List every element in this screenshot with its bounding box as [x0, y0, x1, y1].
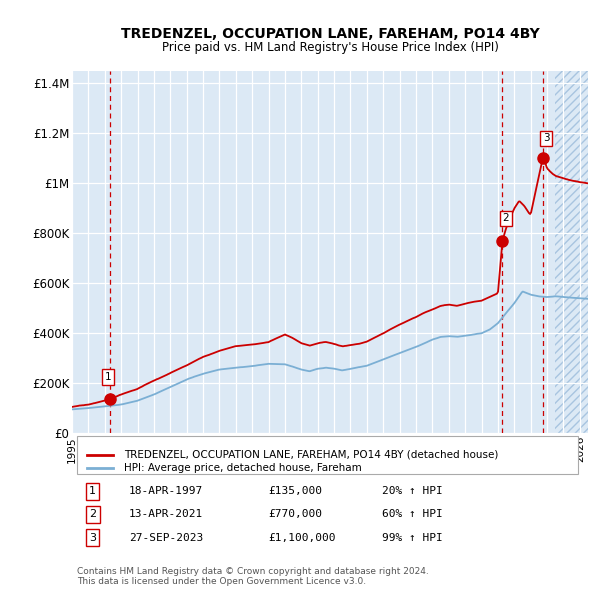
Text: 3: 3 [89, 533, 96, 543]
Text: Contains HM Land Registry data © Crown copyright and database right 2024.
This d: Contains HM Land Registry data © Crown c… [77, 566, 429, 586]
Text: TREDENZEL, OCCUPATION LANE, FAREHAM, PO14 4BY: TREDENZEL, OCCUPATION LANE, FAREHAM, PO1… [121, 27, 539, 41]
Text: 13-APR-2021: 13-APR-2021 [129, 509, 203, 519]
Text: £135,000: £135,000 [268, 486, 322, 496]
Text: £770,000: £770,000 [268, 509, 322, 519]
Text: 2: 2 [89, 509, 96, 519]
Text: TREDENZEL, OCCUPATION LANE, FAREHAM, PO14 4BY (detached house): TREDENZEL, OCCUPATION LANE, FAREHAM, PO1… [124, 450, 498, 460]
Text: 1: 1 [104, 372, 111, 382]
Text: Price paid vs. HM Land Registry's House Price Index (HPI): Price paid vs. HM Land Registry's House … [161, 41, 499, 54]
Text: HPI: Average price, detached house, Fareham: HPI: Average price, detached house, Fare… [124, 463, 361, 473]
Bar [555, 71, 588, 433]
Text: 27-SEP-2023: 27-SEP-2023 [129, 533, 203, 543]
Text: 2: 2 [502, 213, 509, 223]
Text: 99% ↑ HPI: 99% ↑ HPI [382, 533, 442, 543]
Text: 1: 1 [89, 486, 96, 496]
FancyBboxPatch shape [77, 436, 578, 474]
Text: £1,100,000: £1,100,000 [268, 533, 335, 543]
Text: 18-APR-1997: 18-APR-1997 [129, 486, 203, 496]
Text: 3: 3 [543, 133, 550, 143]
Text: 60% ↑ HPI: 60% ↑ HPI [382, 509, 442, 519]
Text: 20% ↑ HPI: 20% ↑ HPI [382, 486, 442, 496]
